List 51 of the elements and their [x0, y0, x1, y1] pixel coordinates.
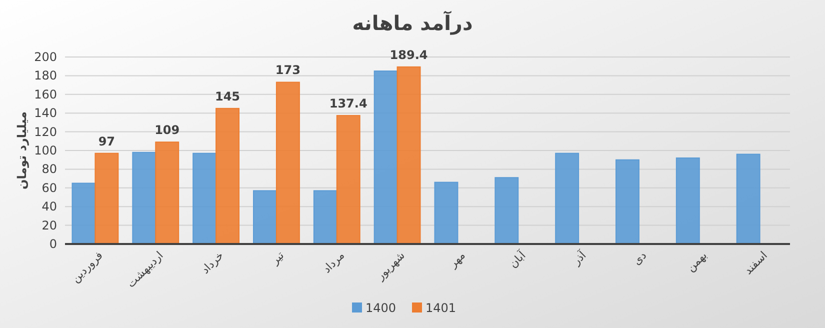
chart-title: درآمد ماهانه: [352, 10, 473, 35]
bar: [132, 152, 156, 244]
bar: [396, 66, 421, 244]
bar: [192, 152, 217, 244]
y-tick-label: 100: [34, 144, 57, 158]
bar: [434, 182, 458, 244]
x-tick-label: خرداد: [198, 248, 226, 276]
bar: [555, 152, 580, 244]
y-tick-label: 120: [34, 124, 57, 139]
data-label: 173: [275, 63, 300, 78]
x-tick-label: بهمن: [684, 248, 710, 274]
x-tick-label: دی: [630, 248, 650, 268]
data-label: 189.4: [390, 48, 428, 62]
y-tick-label: 20: [42, 218, 57, 232]
x-tick-label: آذر: [568, 248, 590, 268]
x-tick-label: آبان: [506, 248, 529, 271]
x-tick-label: اردیبهشت: [124, 248, 166, 290]
y-tick-label: 40: [42, 200, 57, 214]
legend-label: 1401: [426, 301, 456, 315]
y-tick-label: 160: [34, 87, 57, 102]
bar: [155, 142, 180, 244]
y-tick-label: 200: [34, 50, 57, 64]
y-tick-label: 0: [49, 237, 57, 251]
y-axis-title: میلیارد تومان: [15, 111, 29, 190]
bar: [616, 159, 640, 244]
bar: [253, 190, 277, 244]
data-label: 137.4: [329, 96, 368, 111]
x-tick-label: مهر: [446, 248, 468, 271]
data-label: 97: [98, 134, 116, 148]
legend-label: 1400: [366, 301, 396, 315]
bar: [216, 108, 240, 244]
bar: [276, 82, 300, 244]
x-tick-label: اسفند: [742, 248, 770, 278]
bar: [94, 152, 119, 244]
x-tick-label: تیر: [268, 248, 287, 268]
bar: [72, 182, 96, 244]
bar: [374, 70, 398, 244]
y-tick-label: 140: [34, 106, 57, 120]
x-tick-label: شهریور: [373, 248, 408, 284]
bar: [736, 154, 760, 244]
data-label: 109: [154, 123, 180, 138]
bar: [676, 157, 700, 244]
data-label: 145: [214, 89, 240, 104]
y-tick-label: 80: [42, 162, 57, 176]
bar: [336, 115, 360, 244]
y-tick-label: 60: [42, 180, 57, 195]
y-tick-label: 180: [34, 68, 57, 83]
bar: [494, 177, 519, 244]
x-tick-label: مرداد: [320, 248, 348, 276]
bar: [313, 190, 338, 244]
x-tick-label: فروردین: [69, 248, 106, 286]
